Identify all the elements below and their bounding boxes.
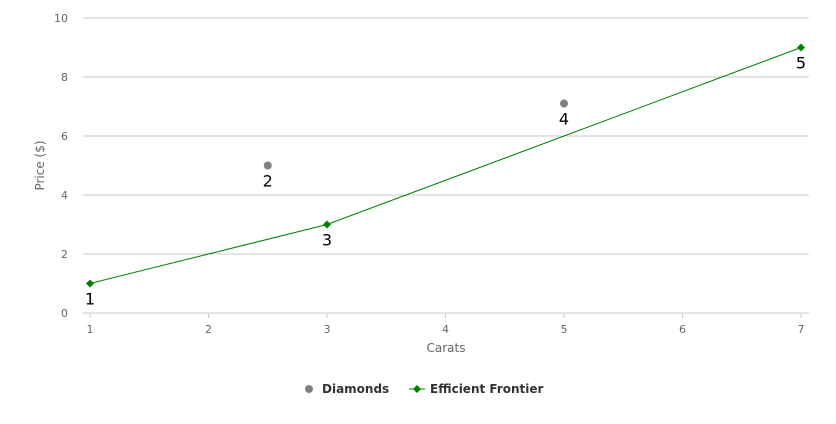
- data-point: [263, 161, 272, 170]
- series-efficient-frontier: 1 3 5: [85, 43, 806, 309]
- x-tick-label: 6: [679, 323, 686, 336]
- data-label: 1: [85, 290, 95, 309]
- legend-label: Efficient Frontier: [430, 382, 544, 396]
- legend-marker: [305, 385, 313, 393]
- legend-item: Efficient Frontier: [409, 382, 544, 396]
- x-tick-label: 3: [324, 323, 331, 336]
- series-line: [89, 47, 802, 284]
- x-tick-label: 7: [798, 323, 805, 336]
- legend-label: Diamonds: [322, 382, 389, 396]
- data-label: 5: [796, 54, 806, 73]
- x-tick-label: 1: [87, 323, 94, 336]
- grid-lines: [83, 17, 809, 314]
- y-tick-label: 10: [54, 12, 68, 25]
- y-axis-title: Price ($): [33, 140, 47, 190]
- y-tick-label: 6: [61, 130, 68, 143]
- data-point: [797, 43, 805, 52]
- y-tick-label: 8: [61, 71, 68, 84]
- legend-item: Diamonds: [305, 382, 389, 396]
- y-tick-label: 0: [61, 307, 68, 320]
- x-tick-label: 4: [442, 323, 449, 336]
- y-tick-label: 4: [61, 189, 68, 202]
- data-label: 4: [559, 110, 569, 129]
- x-tick-label: 5: [561, 323, 568, 336]
- data-label: 2: [263, 172, 273, 191]
- legend: Diamonds Efficient Frontier: [305, 382, 544, 396]
- x-tick-label: 2: [205, 323, 212, 336]
- data-point: [86, 279, 94, 288]
- y-axis-ticks: 0 2 4 6 8 10: [54, 12, 68, 320]
- x-axis-title: Carats: [427, 341, 466, 355]
- data-point: [560, 99, 568, 108]
- x-axis-ticks: 1 2 3 4 5 6 7: [87, 313, 805, 336]
- y-tick-label: 2: [61, 248, 68, 261]
- data-label: 3: [322, 231, 332, 250]
- series-diamonds: 24: [263, 99, 569, 191]
- data-point: [323, 220, 331, 229]
- legend-marker: [413, 385, 421, 393]
